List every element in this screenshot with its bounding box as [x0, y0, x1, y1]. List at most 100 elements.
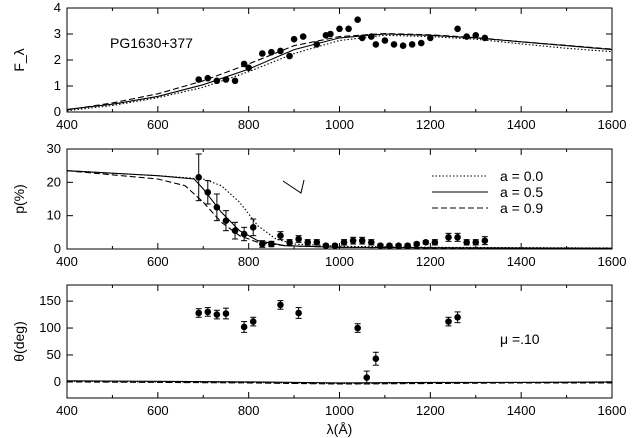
y-tick-label: 10 — [47, 208, 61, 223]
data-point — [367, 33, 375, 40]
data-point — [204, 308, 212, 316]
data-point — [463, 239, 470, 246]
data-point — [222, 76, 230, 83]
model-curve-dashed — [67, 381, 612, 385]
data-point — [240, 323, 248, 331]
x-tick-label: 1200 — [416, 117, 445, 132]
y-tick-label: 30 — [47, 141, 61, 156]
panel-annotation: PG1630+377 — [110, 35, 193, 51]
data-point — [195, 174, 203, 181]
panel-annotation: μ =.10 — [500, 331, 540, 347]
data-point — [295, 309, 302, 317]
y-tick-label: 50 — [47, 347, 61, 362]
x-tick-label: 1400 — [507, 254, 536, 269]
data-point — [354, 324, 361, 332]
y-tick-label: 3 — [54, 26, 61, 41]
y-tick-label: 150 — [39, 293, 61, 308]
data-point — [408, 41, 416, 48]
y-tick-label: 0 — [54, 104, 61, 119]
data-point — [286, 239, 293, 246]
data-point — [445, 318, 452, 325]
x-tick-label: 400 — [56, 254, 78, 269]
data-point — [277, 301, 284, 309]
data-point — [381, 37, 389, 44]
model-curve-solid — [67, 33, 612, 110]
legend-label: a = 0.9 — [500, 200, 543, 216]
y-tick-label: 4 — [54, 0, 61, 15]
x-tick-label: 600 — [147, 117, 169, 132]
data-point — [454, 313, 461, 321]
data-point — [431, 239, 439, 246]
data-point — [313, 41, 321, 48]
data-point — [417, 39, 425, 47]
y-tick-label: 100 — [39, 320, 61, 335]
model-curve-dotted — [67, 170, 612, 249]
data-point — [481, 34, 489, 42]
x-tick-label: 400 — [56, 117, 78, 132]
data-point — [331, 242, 339, 249]
x-tick-label: 1200 — [416, 403, 445, 418]
data-point — [422, 239, 430, 246]
data-point — [240, 60, 248, 68]
data-point — [372, 41, 380, 48]
data-point — [231, 227, 239, 234]
x-tick-label: 1600 — [598, 403, 627, 418]
data-point — [290, 35, 298, 43]
data-point — [304, 239, 312, 246]
y-tick-label: 0 — [54, 241, 61, 256]
data-point — [358, 34, 366, 42]
data-point — [327, 30, 334, 38]
data-point — [340, 239, 348, 246]
data-point — [268, 48, 275, 56]
x-tick-label: 800 — [238, 403, 260, 418]
data-point — [377, 242, 384, 249]
x-axis-label: λ(Å) — [327, 421, 353, 437]
data-point — [345, 25, 352, 33]
x-tick-label: 1000 — [325, 403, 354, 418]
data-point — [258, 50, 266, 57]
angle-panel: 400 600 800 1000 1200 1400 1600 0 50 100 150 θ(deg)… — [11, 284, 627, 437]
data-point — [454, 234, 461, 241]
data-point — [390, 41, 398, 48]
y-tick-label: 0 — [54, 374, 61, 389]
y-axis-label: θ(deg) — [11, 321, 27, 361]
data-point — [286, 52, 293, 60]
data-point — [349, 237, 357, 244]
data-point — [463, 33, 470, 40]
x-tick-label: 1200 — [416, 254, 445, 269]
data-point — [413, 240, 421, 248]
data-point — [395, 242, 402, 249]
data-point — [240, 230, 248, 238]
data-point — [454, 25, 461, 33]
data-point — [427, 34, 434, 42]
x-tick-label: 1600 — [598, 254, 627, 269]
data-point — [277, 232, 284, 239]
data-point — [313, 239, 321, 246]
x-tick-label: 600 — [147, 403, 169, 418]
data-point — [386, 242, 393, 249]
x-tick-label: 800 — [238, 254, 260, 269]
data-point — [372, 355, 380, 363]
data-point — [195, 309, 203, 317]
polarization-panel: 400 600 800 1000 1200 1400 1600 0 10 20 30 p(%) a = … — [11, 141, 626, 269]
data-point — [204, 189, 212, 196]
data-point — [213, 77, 221, 85]
flux-panel: 400 600 800 1000 1200 1400 1600 0 1 2 3 4 F_λ PG1630+… — [11, 0, 626, 132]
data-point — [399, 42, 407, 49]
data-point — [354, 16, 361, 24]
data-point — [472, 32, 480, 39]
y-tick-label: 2 — [54, 52, 61, 67]
x-tick-label: 600 — [147, 254, 169, 269]
x-tick-label: 400 — [56, 403, 78, 418]
model-curve-dotted — [67, 34, 612, 112]
data-point — [249, 318, 257, 325]
y-axis-label: p(%) — [11, 184, 27, 214]
y-tick-label: 20 — [47, 174, 61, 189]
data-point — [245, 64, 252, 72]
data-point — [336, 25, 343, 33]
data-point — [222, 217, 230, 224]
data-point — [299, 33, 307, 40]
plot-frame — [66, 7, 613, 113]
data-point — [213, 311, 221, 318]
x-tick-label: 800 — [238, 117, 260, 132]
